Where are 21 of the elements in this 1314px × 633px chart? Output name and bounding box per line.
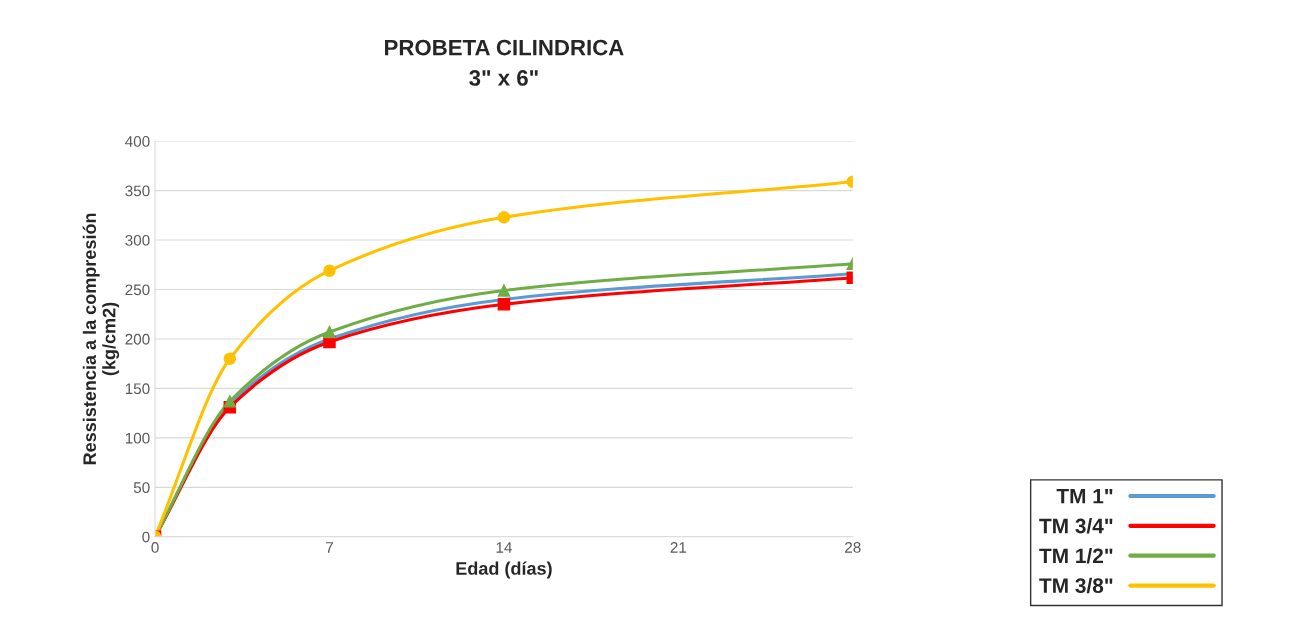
legend-label: TM 3/8" [1039, 577, 1113, 594]
y-tick-label: 250 [125, 284, 150, 296]
x-tick-label: 14 [496, 542, 512, 553]
x-tick-label: 0 [151, 542, 159, 553]
y-tick-label: 0 [142, 531, 150, 543]
y-tick-label: 200 [125, 333, 150, 345]
y-axis-title: Ressistencia a la compresión (kg/cm2) [82, 213, 120, 465]
chart-title: PROBETA CILINDRICA 3" x 6" [385, 39, 624, 86]
x-tick-label: 21 [670, 542, 687, 553]
legend-label: TM 3/4" [1039, 518, 1113, 534]
x-tick-label: 28 [845, 542, 861, 553]
y-tick-label: 350 [125, 185, 150, 197]
y-tick-label: 300 [125, 234, 150, 246]
y-tick-label: 400 [125, 136, 150, 147]
y-tick-label: 150 [125, 383, 150, 395]
y-tick-label: 50 [133, 482, 150, 494]
x-axis-title: Edad (días) [456, 561, 552, 579]
y-tick-label: 100 [125, 432, 150, 444]
legend-label: TM 1/2" [1039, 547, 1113, 564]
legend-label: TM 1" [1056, 488, 1113, 504]
x-tick-label: 7 [326, 542, 333, 553]
